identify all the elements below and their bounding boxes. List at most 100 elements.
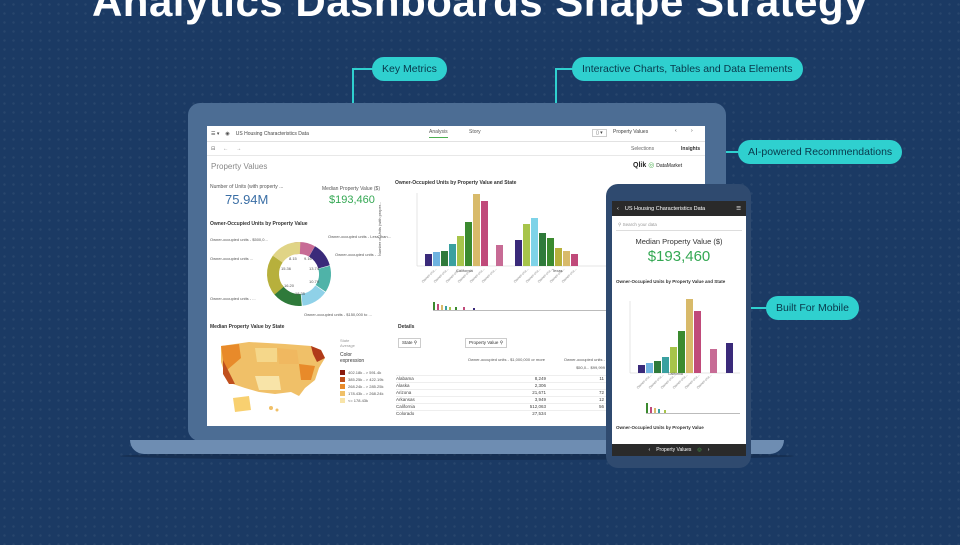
mini-scroll-chart	[433, 302, 695, 311]
footer-prev-icon[interactable]: ‹	[648, 447, 651, 453]
app-toolbar: ⊟ ← → Selections Insights	[207, 142, 705, 156]
property-values-button[interactable]: Property Values	[613, 129, 649, 135]
donut-label: Owner-occupied units - Less than...	[328, 234, 391, 239]
bar-group-california	[425, 194, 488, 266]
phone-header: ‹ US Housing Characteristics Data ☰	[612, 201, 746, 216]
forward-icon[interactable]: →	[236, 145, 242, 152]
insights-button[interactable]: Insights	[681, 145, 701, 152]
kpi-units-value[interactable]: 75.94M	[225, 192, 269, 207]
legend-swatch	[340, 398, 345, 403]
key-metrics-line	[352, 68, 374, 70]
phone-bottom-title: Owner-Occupied Units by Property Value	[616, 425, 704, 430]
chevron-right-icon[interactable]: ›	[691, 128, 693, 134]
table-header: Owner-occupied units - $50,0... $99,999	[563, 357, 605, 370]
interactive-callout: Interactive Charts, Tables and Data Elem…	[572, 57, 803, 81]
donut-title: Owner-Occupied Units by Property Value	[210, 221, 308, 227]
tab-analysis[interactable]: Analysis	[429, 129, 448, 138]
donut-value: 10.79	[309, 279, 320, 284]
phone-mini-scroll-chart	[646, 403, 740, 414]
donut-label: Owner-occupied units ...	[210, 256, 254, 261]
selection-tool-icon[interactable]: ⊟	[211, 145, 216, 152]
selections-button[interactable]: Selections	[631, 145, 655, 152]
details-title: Details	[398, 324, 415, 330]
phone-search-input[interactable]: ⚲ Search your data	[616, 220, 742, 231]
legend-item: 268.24k - > 285.25k	[348, 384, 384, 389]
bar-chart-ylabel: Number of Units (with proper...	[377, 201, 382, 256]
footer-sheet-name[interactable]: Property Values	[656, 447, 692, 453]
us-map[interactable]	[215, 336, 333, 418]
footer-next-icon[interactable]: ›	[707, 447, 710, 453]
donut-label: Owner-occupied units - ...	[210, 296, 256, 301]
phone-title: US Housing Characteristics Data	[624, 205, 706, 212]
back-icon[interactable]: ←	[223, 145, 229, 152]
mobile-callout: Built For Mobile	[766, 296, 859, 320]
map-legend-state: State	[340, 338, 350, 343]
table-row[interactable]: Arkansas 3,949 12	[396, 396, 606, 402]
legend-item: 385.25k - > 422.19k	[348, 377, 384, 382]
search-icon: ⚲	[413, 340, 418, 345]
donut-value: 15.36	[281, 266, 292, 271]
legend-item: 402.18k - > 591.4k	[348, 370, 382, 375]
phone-menu-icon[interactable]: ☰	[736, 205, 741, 212]
bar-x-texas: Texas	[552, 268, 563, 273]
table-row[interactable]: Colorado 27,534	[396, 410, 606, 417]
phone-kpi-label: Median Property Value ($)	[635, 237, 723, 246]
chevron-left-icon[interactable]: ‹	[675, 128, 677, 134]
globe-icon: ◉	[225, 130, 230, 137]
bar-group-texas	[515, 218, 578, 266]
legend-swatch	[340, 377, 345, 382]
ai-callout: AI-powered Recommendations	[738, 140, 903, 164]
sheet-title: Property Values	[211, 162, 268, 171]
bar-group-other	[496, 245, 503, 266]
interactive-line	[555, 68, 575, 70]
property-value-filter[interactable]: Property Value ⚲	[465, 338, 507, 348]
donut-value: 13.74	[309, 266, 320, 271]
back-arrow-icon[interactable]: ‹	[617, 205, 619, 212]
phone-kpi-value[interactable]: $193,460	[647, 248, 711, 265]
search-icon: ⚲	[618, 222, 622, 227]
donut-value: 16.20	[284, 283, 295, 288]
kpi-median-label: Median Property Value ($)	[322, 186, 380, 192]
bar-x-california: California	[456, 268, 473, 273]
legend-item: <= 178.43k	[348, 398, 369, 403]
qlik-icon: ◎	[697, 447, 702, 453]
legend-item: 178.43k - > 268.24k	[348, 391, 384, 396]
donut-label: Owner-occupied units - ...	[335, 252, 381, 257]
donut-value: 8.15	[289, 256, 297, 261]
table-row[interactable]: Alaska 2,306	[396, 382, 606, 389]
mobile-line	[735, 307, 767, 309]
tab-story[interactable]: Story	[469, 129, 481, 135]
phone-footer: ‹ Property Values ◎ ›	[612, 444, 746, 456]
legend-swatch	[340, 384, 345, 389]
app-title: US Housing Characteristics Data	[235, 130, 309, 137]
map-legend: 402.18k - > 591.4k 385.25k - > 422.19k 2…	[340, 369, 383, 404]
state-filter[interactable]: State ⚲	[398, 338, 422, 348]
phone-chart-title: Owner-Occupied Units by Property Value a…	[616, 279, 726, 284]
menu-icon[interactable]: ☰ ▾	[211, 130, 220, 137]
laptop-shadow	[120, 452, 794, 460]
brand-logo: Qlik ◎ DataMarket	[633, 162, 683, 169]
map-legend-average: Average	[340, 343, 355, 348]
kpi-units-label: Number of Units (with property ...	[210, 184, 284, 190]
map-legend-title: Color expression	[340, 352, 365, 364]
kpi-median-value[interactable]: $193,460	[329, 194, 375, 206]
table-row[interactable]: Alabama 8,249 11	[396, 375, 606, 381]
table-row[interactable]: California 512,063 56	[396, 403, 606, 409]
donut-chart[interactable]	[263, 236, 335, 312]
search-icon: ⚲	[499, 340, 503, 345]
page-headline: Analytics Dashboards Shape Strategy	[91, 0, 869, 25]
map-title: Median Property Value by State	[210, 324, 285, 330]
bar-chart[interactable]: Owner-occ... Owner-occ... Owner-occ... O…	[403, 188, 705, 318]
table-row[interactable]: Arizona 21,671 72	[396, 389, 606, 395]
key-metrics-callout: Key Metrics	[372, 57, 447, 81]
table-header: Owner-occupied units - $1,000,000 or mor…	[467, 357, 545, 362]
bar-chart-title: Owner-Occupied Units by Property Value a…	[395, 180, 517, 186]
phone-screen: ‹ US Housing Characteristics Data ☰ ⚲ Se…	[612, 201, 746, 456]
donut-label: Owner-occupied units - $150,000 to ...	[304, 312, 372, 317]
donut-value: 18.35	[295, 291, 306, 296]
details-table: Alabama 8,249 11 Alaska 2,306 Arizona 21,671…	[396, 375, 606, 417]
legend-swatch	[340, 370, 345, 375]
phone-bar-chart[interactable]: Owner-occ... Owner-occ... Owner-occ... O…	[616, 297, 742, 421]
donut-value: 9.16	[304, 256, 312, 261]
bookmark-icon[interactable]: ▯ ▾	[592, 129, 607, 137]
